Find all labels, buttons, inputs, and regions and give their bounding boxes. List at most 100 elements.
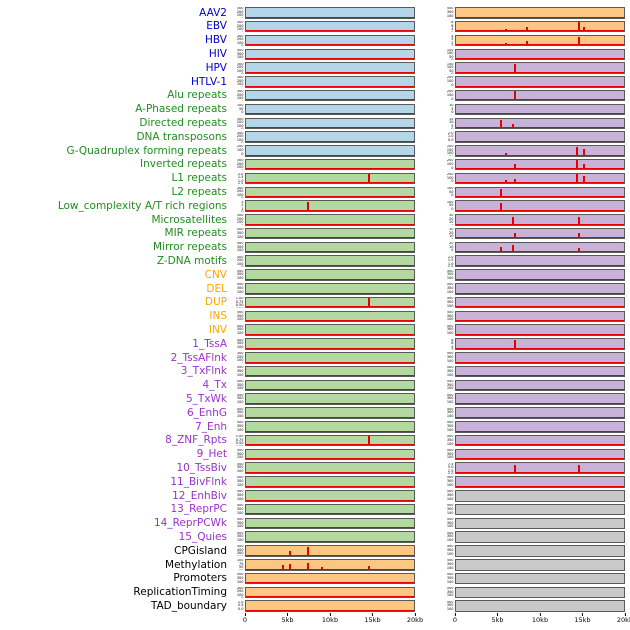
x-tick-label: 10kb <box>531 616 549 625</box>
track-row: MIR repeats5003001003020100 <box>0 227 630 241</box>
signal-baseline <box>456 168 624 170</box>
y-tick-label: 50 <box>449 203 454 208</box>
track-row: HPV3002001000150100500 <box>0 61 630 75</box>
y-tick-label: 15 <box>449 117 454 121</box>
y-axis-ticks: 200 100 0 <box>440 159 455 170</box>
track-panel-left <box>245 62 415 74</box>
track-panel-right <box>455 324 625 336</box>
signal-baseline <box>456 333 624 335</box>
y-axis-ticks: 500 300 100 <box>230 504 245 515</box>
signal-baseline <box>456 113 624 115</box>
track-panel-right <box>455 227 625 240</box>
track-panel-left <box>245 503 415 516</box>
y-tick-label: 0 <box>241 128 243 129</box>
y-axis-ticks: 3002001000 <box>230 90 245 101</box>
y-tick-label: 0 <box>451 193 454 198</box>
track-row: A-Phased repeats 100 50 0 10 5 0 <box>0 103 630 117</box>
y-tick-label: 500 <box>446 600 454 604</box>
track-panel-left <box>245 379 415 392</box>
y-tick-label: 0 <box>451 82 454 87</box>
y-tick-label: 200 <box>236 589 244 594</box>
y-axis-ticks: 150100500 <box>440 49 455 60</box>
track-panel-right <box>455 89 625 102</box>
signal-baseline <box>456 375 624 377</box>
y-axis-ticks: 1.000.750.500.250.00 <box>230 297 245 308</box>
track-panel-left <box>245 20 415 33</box>
track-rows: AAV23002001000500300100EBV30020010008642… <box>0 6 630 613</box>
y-tick-label: 100 <box>446 151 454 156</box>
y-tick-label: 100 <box>446 13 454 18</box>
signal-peak <box>512 244 515 253</box>
signal-baseline <box>456 485 624 487</box>
track-label: Directed repeats <box>139 117 227 130</box>
track-panel-left <box>245 490 415 502</box>
signal-baseline <box>246 278 414 280</box>
x-tick-mark <box>244 613 246 617</box>
y-axis-ticks: 500 300 100 <box>230 463 245 474</box>
y-tick-label: 200 <box>236 145 244 149</box>
y-axis-ticks: 100 50 0 <box>230 104 245 115</box>
track-panel-right <box>455 269 625 281</box>
signal-peak <box>577 247 580 253</box>
signal-peak <box>575 146 578 156</box>
y-axis-ticks: 500 300 100 <box>230 394 245 405</box>
track-panel-left <box>245 338 415 350</box>
y-axis-ticks: 500 300 100 <box>440 504 455 515</box>
y-axis-ticks: 500 300 100 <box>230 449 245 460</box>
signal-baseline <box>246 485 414 487</box>
y-axis-ticks: 3002001000 <box>230 35 245 46</box>
y-tick-label: 100 <box>236 27 244 32</box>
track-label: HIV <box>208 48 227 61</box>
y-tick-label: 100 <box>236 538 244 543</box>
signal-baseline <box>456 430 624 432</box>
y-tick-label: 300 <box>446 479 454 484</box>
y-tick-label: 200 <box>446 172 454 176</box>
track-row: HBV300200100043210 <box>0 34 630 48</box>
y-tick-label: 500 <box>236 421 244 425</box>
track-panel-left <box>245 448 415 461</box>
y-tick-label: 300 <box>446 534 454 539</box>
track-label: A-Phased repeats <box>135 103 227 116</box>
track-panel-left <box>245 434 415 447</box>
track-row: DEL 500 300 100 500 300 100 <box>0 282 630 296</box>
signal-baseline <box>456 16 624 18</box>
y-tick-label: 200 <box>446 76 454 80</box>
y-tick-label: 500 <box>446 421 454 425</box>
y-tick-label: 0 <box>451 96 454 101</box>
track-panel-left <box>245 310 415 323</box>
y-tick-label: 500 <box>236 269 244 273</box>
signal-baseline <box>456 196 624 197</box>
track-label: 6_EnhG <box>186 406 227 419</box>
track-panel-left <box>245 421 415 433</box>
x-tick-label: 20kb <box>406 616 424 625</box>
track-panel-left <box>245 517 415 530</box>
signal-baseline <box>246 44 414 46</box>
track-label: 12_EnhBiv <box>172 489 227 502</box>
y-tick-label: 500 <box>236 338 244 342</box>
y-tick-label: 300 <box>236 506 244 511</box>
y-tick-label: 300 <box>236 272 244 277</box>
x-tick-mark <box>414 613 416 617</box>
track-label: 15_Quies <box>178 530 227 543</box>
signal-baseline <box>456 209 624 211</box>
y-tick-label: 100 <box>446 303 454 308</box>
y-tick-label: 0 <box>241 142 243 143</box>
y-tick-label: 500 <box>446 531 454 535</box>
y-tick-label: 300 <box>236 586 244 590</box>
x-tick-label: 5kb <box>491 616 504 625</box>
y-tick-label: 50 <box>239 106 244 111</box>
y-axis-ticks: 500 300 100 <box>230 490 245 501</box>
signal-peak <box>500 119 503 129</box>
y-tick-label: 300 <box>236 286 244 291</box>
signal-baseline <box>246 30 414 32</box>
track-label: 10_TssBiv <box>176 461 227 474</box>
y-tick-label: 300 <box>236 76 244 80</box>
y-tick-label: 100 <box>236 579 244 584</box>
y-axis-ticks: 1.0 0.5 0.0 <box>230 601 245 612</box>
y-axis-ticks: 500 300 100 <box>230 242 245 253</box>
track-panel-right <box>455 186 625 198</box>
signal-baseline <box>246 196 414 197</box>
y-axis-ticks: 3002001000 <box>230 187 245 198</box>
x-axes: 0 5kb 10kb 15kb 20kb 0 5kb 10kb 15kb 20kb <box>0 613 630 628</box>
y-tick-label: 100 <box>236 220 244 225</box>
